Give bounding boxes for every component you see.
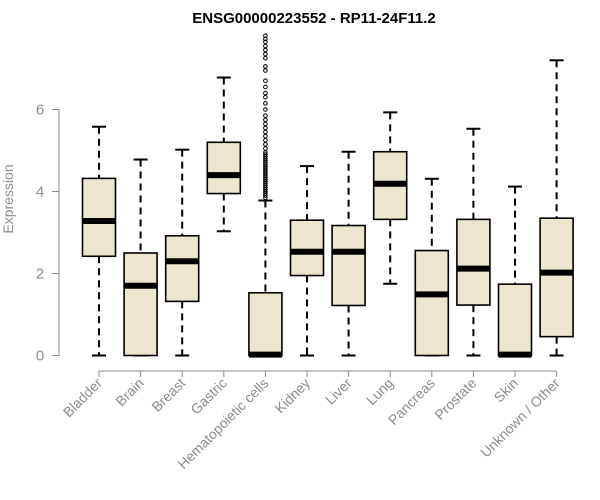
box-iqr [164,234,200,303]
outlier-point [263,121,268,127]
y-tick-label: 2 [36,266,44,283]
outlier-point [263,146,268,151]
outlier-point [263,94,268,100]
outlier-point [263,39,268,45]
outlier-point [263,162,268,168]
outlier-point [263,84,268,90]
box-iqr [539,217,574,338]
box-iqr [123,252,158,357]
x-tick-label: Liver [322,375,355,408]
outlier-point [263,191,268,196]
x-tick-label: Prostate [431,375,479,423]
outlier-point [263,64,268,69]
x-tick-label: Bladder [60,375,106,421]
box-iqr [331,224,366,307]
outlier-point [263,133,268,139]
box-iqr [206,141,242,195]
x-tick-label: Breast [148,375,188,415]
y-tick-label: 4 [36,184,44,201]
outlier-point [263,101,268,106]
box-iqr [248,291,283,357]
y-tick-label: 6 [36,102,44,119]
chart-title: ENSG00000223552 - RP11-24F11.2 [192,10,436,27]
x-tick-label: Lung [363,375,396,408]
x-tick-label: Brain [112,375,146,409]
outlier-point [263,51,268,57]
outlier-point [263,160,268,166]
outlier-point [263,90,268,96]
x-tick-label: Unknown / Other [477,375,563,461]
outlier-point [263,178,268,184]
box-iqr [414,249,450,357]
outlier-point [263,152,268,157]
outlier-point [263,47,268,53]
outlier-point [263,78,268,84]
outlier-point [263,129,268,135]
outlier-point [263,137,268,143]
outlier-point [263,55,268,61]
outlier-point [263,117,268,123]
outlier-point [263,68,268,73]
y-tick-label: 0 [36,348,44,365]
outlier-point [263,142,268,147]
outlier-point [263,168,268,174]
box-iqr [81,177,117,258]
x-tick-label: Skin [491,375,522,406]
outlier-point [263,43,268,49]
x-tick-label: Kidney [272,375,314,417]
outlier-point [263,125,268,131]
outlier-point [263,150,268,155]
box-iqr [456,218,491,306]
outlier-point [263,189,268,194]
outlier-point [263,107,268,112]
y-axis-label: Expression [0,164,16,233]
outlier-point [263,172,268,178]
outlier-point [263,183,268,188]
outlier-point [263,170,268,176]
outlier-point [263,113,268,118]
outlier-point [263,193,268,198]
outlier-point [263,33,268,39]
box-iqr [289,219,325,277]
outlier-point [263,181,268,186]
outlier-point [263,158,268,164]
box-iqr [497,283,533,357]
